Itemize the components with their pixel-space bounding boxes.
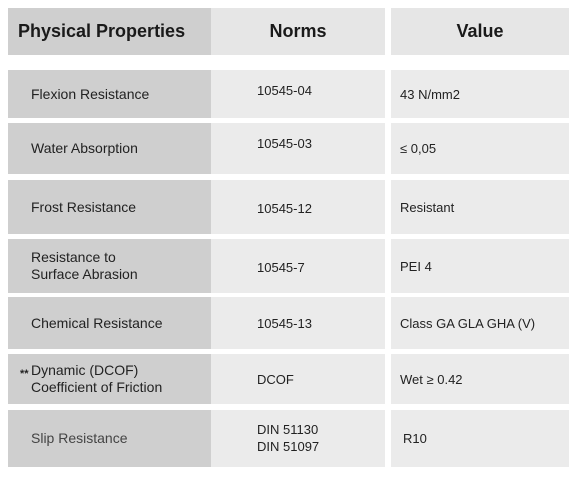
header-norms-label: Norms	[269, 21, 327, 41]
property-label-line-1: Resistance to	[31, 249, 116, 265]
norms-label: 10545-04	[257, 83, 312, 98]
header-value: Value	[391, 8, 569, 55]
property-label-line-1: Dynamic (DCOF)	[31, 362, 139, 378]
value-label: R10	[403, 431, 427, 446]
norms-label: 10545-03	[257, 136, 312, 151]
property-label: Chemical Resistance	[31, 314, 163, 331]
table-row-value: Resistant	[391, 180, 569, 234]
property-label: Flexion Resistance	[31, 85, 150, 102]
value-label: Resistant	[400, 199, 455, 215]
value-label: Class GA GLA GHA (V)	[400, 315, 536, 331]
footnote-marker: **	[20, 368, 29, 380]
table-row-norms: 10545-13	[211, 297, 385, 349]
header-value-label: Value	[456, 21, 504, 41]
table-row-norms: 10545-04	[211, 70, 385, 118]
norms-label: DCOF	[257, 372, 294, 387]
table-row-property: ** Dynamic (DCOF) Coefficient of Frictio…	[8, 354, 211, 404]
table-row-value: Wet ≥ 0.42	[391, 354, 569, 404]
norms-label-line-1: DIN 51130	[257, 422, 319, 437]
value-label: ≤ 0,05	[400, 141, 437, 156]
table-row-norms: 10545-12	[211, 180, 385, 234]
header-property-label: Physical Properties	[18, 21, 186, 41]
table-row-norms: 10545-03	[211, 123, 385, 174]
norms-label: 10545-13	[257, 316, 312, 331]
table-row-property: Chemical Resistance	[8, 297, 211, 349]
property-label-line-2: Surface Abrasion	[31, 266, 138, 282]
table-row-norms: DCOF	[211, 354, 385, 404]
property-label-line-2: Coefficient of Friction	[31, 379, 163, 395]
value-label: 43 N/mm2	[400, 86, 460, 102]
value-label: Wet ≥ 0.42	[400, 371, 463, 387]
table-row-property: Resistance to Surface Abrasion	[8, 239, 211, 293]
property-label: Slip Resistance	[31, 430, 128, 446]
table-row-property: Water Absorption	[8, 123, 211, 174]
table-row-value: ≤ 0,05	[391, 123, 569, 174]
table-row-value: PEI 4	[391, 239, 569, 293]
norms-label-line-2: DIN 51097	[257, 439, 320, 454]
table-row-value: Class GA GLA GHA (V)	[391, 297, 569, 349]
property-label: Frost Resistance	[31, 198, 137, 215]
property-label: Water Absorption	[31, 140, 138, 156]
header-norms: Norms	[211, 8, 385, 55]
table-row-property: Flexion Resistance	[8, 70, 211, 118]
norms-label: 10545-12	[257, 201, 312, 216]
table-row-norms: 10545-7	[211, 239, 385, 293]
table-row-value: R10	[391, 410, 569, 467]
value-label: PEI 4	[400, 258, 432, 274]
table-row-value: 43 N/mm2	[391, 70, 569, 118]
header-physical-properties: Physical Properties	[8, 8, 211, 55]
table-row-norms: DIN 51130 DIN 51097	[211, 410, 385, 467]
table-row-property: Slip Resistance	[8, 410, 211, 467]
table-row-property: Frost Resistance	[8, 180, 211, 234]
norms-label: 10545-7	[257, 260, 305, 275]
